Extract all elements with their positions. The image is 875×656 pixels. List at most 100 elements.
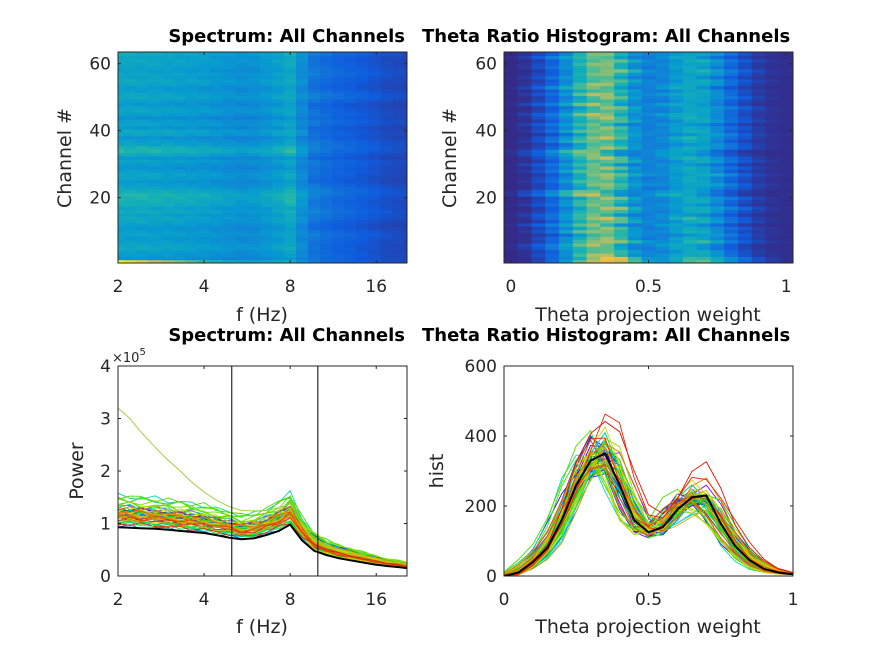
heatmap-cell bbox=[614, 192, 629, 197]
heatmap-cell bbox=[320, 162, 333, 167]
heatmap-cell bbox=[284, 209, 297, 214]
heatmap-cell bbox=[751, 82, 767, 87]
heatmap-cell bbox=[222, 95, 236, 100]
heatmap-cell bbox=[531, 62, 546, 66]
heatmap-cell bbox=[174, 236, 187, 241]
heatmap-cell bbox=[174, 105, 187, 110]
heatmap-cell bbox=[655, 185, 670, 190]
heatmap-cell bbox=[572, 78, 588, 83]
heatmap-cell bbox=[123, 169, 136, 174]
heatmap-cell bbox=[368, 169, 382, 174]
heatmap-cell bbox=[402, 246, 407, 251]
heatmap-cell bbox=[765, 125, 780, 130]
heatmap-cell bbox=[332, 65, 346, 70]
heatmap-cell bbox=[296, 62, 309, 66]
heatmap-cell bbox=[751, 236, 767, 241]
heatmap-cell bbox=[402, 206, 407, 211]
heatmap-cell bbox=[559, 169, 574, 174]
heatmap-cell bbox=[600, 259, 615, 263]
heatmap-cell bbox=[696, 52, 712, 56]
heatmap-cell bbox=[531, 252, 546, 257]
heatmap-cell bbox=[296, 58, 309, 63]
heatmap-cell bbox=[308, 222, 321, 227]
heatmap-cell bbox=[135, 209, 149, 214]
heatmap-cell bbox=[572, 122, 588, 127]
heatmap-cell bbox=[682, 55, 698, 60]
heatmap-cell bbox=[737, 108, 753, 113]
heatmap-cell bbox=[737, 179, 753, 184]
heatmap-cell bbox=[559, 219, 574, 224]
heatmap-cell bbox=[380, 102, 394, 107]
heatmap-cell bbox=[197, 165, 211, 170]
heatmap-cell bbox=[710, 129, 725, 133]
heatmap-cell bbox=[272, 112, 286, 117]
heatmap-cell bbox=[147, 165, 163, 170]
heatmap-cell bbox=[504, 58, 519, 63]
heatmap-cell bbox=[118, 182, 125, 187]
heatmap-cell bbox=[123, 216, 136, 221]
heatmap-cell bbox=[751, 78, 767, 83]
heatmap-cell bbox=[531, 55, 546, 60]
heatmap-cell bbox=[779, 182, 793, 187]
heatmap-cell bbox=[260, 162, 274, 167]
heatmap-cell bbox=[559, 145, 574, 150]
heatmap-cell bbox=[222, 229, 236, 234]
heatmap-cell bbox=[737, 242, 753, 247]
heatmap-cell bbox=[118, 118, 125, 123]
heatmap-cell bbox=[614, 212, 629, 217]
heatmap-cell bbox=[572, 256, 588, 261]
heatmap-cell bbox=[572, 249, 588, 254]
heatmap-cell bbox=[586, 105, 601, 110]
heatmap-cell bbox=[174, 175, 187, 180]
heatmap-cell bbox=[332, 219, 346, 224]
heatmap-cell bbox=[710, 72, 725, 77]
heatmap-cell bbox=[545, 139, 560, 144]
heatmap-cell bbox=[284, 249, 297, 254]
heatmap-cell bbox=[247, 112, 261, 117]
heatmap-cell bbox=[308, 142, 321, 147]
heatmap-cell bbox=[517, 152, 533, 157]
heatmap-cell bbox=[655, 85, 670, 90]
heatmap-cell bbox=[209, 222, 224, 227]
heatmap-cell bbox=[586, 252, 601, 257]
heatmap-cell bbox=[641, 219, 656, 224]
heatmap-cell bbox=[222, 152, 236, 157]
heatmap-cell bbox=[600, 222, 615, 227]
heatmap-cell bbox=[118, 212, 125, 217]
heatmap-cell bbox=[737, 192, 753, 197]
heatmap-cell bbox=[161, 196, 175, 200]
heatmap-cell bbox=[260, 212, 274, 217]
heatmap-cell bbox=[197, 122, 211, 127]
heatmap-cell bbox=[123, 226, 136, 231]
heatmap-cell bbox=[380, 229, 394, 234]
heatmap-cell bbox=[380, 85, 394, 90]
heatmap-cell bbox=[344, 159, 357, 164]
heatmap-cell bbox=[669, 135, 684, 140]
heatmap-cell bbox=[308, 185, 321, 190]
heatmap-cell bbox=[284, 95, 297, 100]
heatmap-cell bbox=[197, 65, 211, 70]
plot-area bbox=[504, 52, 793, 263]
heatmap-cell bbox=[260, 98, 274, 103]
heatmap-cell bbox=[174, 82, 187, 87]
heatmap-cell bbox=[682, 226, 698, 231]
heatmap-cell bbox=[779, 222, 793, 227]
heatmap-cell bbox=[392, 88, 404, 93]
heatmap-cell bbox=[147, 62, 163, 66]
heatmap-cell bbox=[392, 212, 404, 217]
heatmap-cell bbox=[517, 236, 533, 241]
heatmap-cell bbox=[260, 155, 274, 160]
heatmap-cell bbox=[504, 82, 519, 87]
heatmap-cell bbox=[284, 112, 297, 117]
heatmap-cell bbox=[572, 226, 588, 231]
heatmap-cell bbox=[696, 55, 712, 60]
heatmap-cell bbox=[368, 256, 382, 261]
heatmap-cell bbox=[320, 72, 333, 77]
heatmap-cell bbox=[751, 65, 767, 70]
heatmap-cell bbox=[222, 145, 236, 150]
heatmap-cell bbox=[572, 55, 588, 60]
heatmap-cell bbox=[402, 229, 407, 234]
heatmap-cell bbox=[751, 115, 767, 120]
heatmap-cell bbox=[545, 242, 560, 247]
heatmap-cell bbox=[284, 172, 297, 177]
